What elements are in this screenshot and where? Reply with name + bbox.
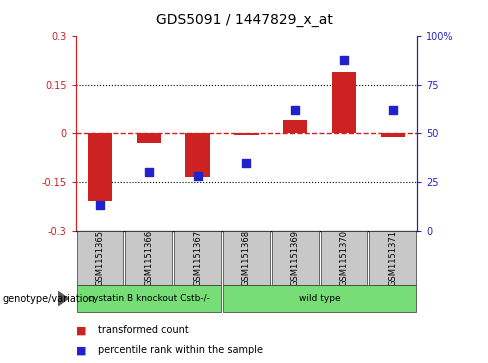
Bar bbox=[125, 231, 172, 285]
Point bbox=[145, 169, 153, 175]
Bar bbox=[77, 231, 123, 285]
Polygon shape bbox=[58, 290, 69, 306]
Bar bbox=[381, 133, 405, 136]
Text: GDS5091 / 1447829_x_at: GDS5091 / 1447829_x_at bbox=[156, 13, 332, 27]
Text: cystatin B knockout Cstb-/-: cystatin B knockout Cstb-/- bbox=[88, 294, 210, 303]
Text: transformed count: transformed count bbox=[98, 325, 188, 335]
Text: GSM1151365: GSM1151365 bbox=[96, 230, 104, 286]
Bar bbox=[283, 121, 307, 133]
Bar bbox=[321, 231, 367, 285]
Text: wild type: wild type bbox=[299, 294, 341, 303]
Bar bbox=[77, 285, 221, 311]
Bar bbox=[185, 133, 210, 177]
Point bbox=[96, 202, 104, 208]
Text: GSM1151367: GSM1151367 bbox=[193, 230, 202, 286]
Text: percentile rank within the sample: percentile rank within the sample bbox=[98, 345, 263, 355]
Bar bbox=[174, 231, 221, 285]
Bar bbox=[234, 133, 259, 135]
Point bbox=[194, 173, 202, 179]
Text: GSM1151366: GSM1151366 bbox=[144, 230, 153, 286]
Point bbox=[340, 57, 348, 62]
Point bbox=[243, 160, 250, 166]
Text: genotype/variation: genotype/variation bbox=[2, 294, 95, 303]
Bar bbox=[332, 72, 356, 133]
Text: ■: ■ bbox=[76, 345, 86, 355]
Text: GSM1151371: GSM1151371 bbox=[388, 230, 397, 286]
Text: GSM1151370: GSM1151370 bbox=[340, 230, 348, 286]
Bar bbox=[137, 133, 161, 143]
Bar bbox=[223, 231, 270, 285]
Text: ■: ■ bbox=[76, 325, 86, 335]
Bar bbox=[369, 231, 416, 285]
Point bbox=[389, 107, 397, 113]
Text: GSM1151368: GSM1151368 bbox=[242, 230, 251, 286]
Bar bbox=[223, 285, 416, 311]
Text: GSM1151369: GSM1151369 bbox=[291, 230, 300, 286]
Point bbox=[291, 107, 299, 113]
Bar bbox=[88, 133, 112, 201]
Bar bbox=[272, 231, 319, 285]
